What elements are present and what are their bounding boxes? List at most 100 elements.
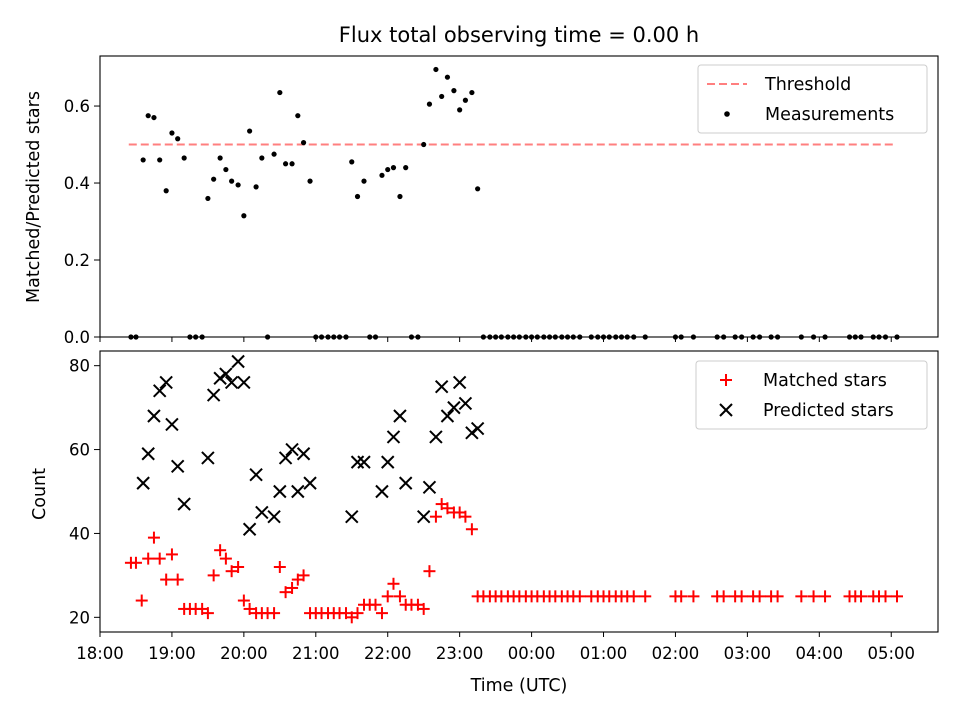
bottom-x-tick-label: 02:00 xyxy=(652,644,700,663)
predicted-star-point xyxy=(393,409,407,423)
matched-star-point xyxy=(417,602,430,615)
measurement-point xyxy=(385,166,391,173)
bottom-legend: Matched stars Predicted stars xyxy=(695,360,928,430)
predicted-star-point xyxy=(242,522,257,536)
measurement-point xyxy=(451,88,457,94)
bottom-x-tick-label: 03:00 xyxy=(724,644,772,663)
measurement-point xyxy=(361,178,367,184)
bottom-x-axis: 18:00 19:00 20:00 21:00 22:00 23:00 00:00 01:00… xyxy=(76,632,915,663)
measurement-point xyxy=(163,188,169,194)
measurement-point xyxy=(444,74,451,80)
predicted-star-point xyxy=(434,379,449,394)
measurement-point xyxy=(462,97,469,103)
measurement-point xyxy=(223,166,229,173)
predicted-star-point xyxy=(381,455,395,469)
predicted-star-point xyxy=(345,509,359,524)
predicted-star-point xyxy=(201,451,215,465)
predicted-star-point xyxy=(213,371,227,385)
predicted-star-point xyxy=(170,459,185,474)
matched-star-point xyxy=(381,590,394,603)
predicted-star-point xyxy=(458,396,473,411)
top-y-tick-label: 0.4 xyxy=(64,174,90,193)
matched-star-point xyxy=(160,573,173,586)
matched-star-point xyxy=(375,607,388,620)
top-legend: Threshold Measurements xyxy=(697,64,928,134)
measurement-point xyxy=(403,165,409,171)
panel-ratio: 0.0 0.2 0.4 0.6 Matched/Predicted stars Thr… xyxy=(24,55,939,347)
predicted-star-point xyxy=(147,409,161,423)
predicted-star-point xyxy=(470,421,485,436)
predicted-star-point xyxy=(231,354,245,369)
measurement-point xyxy=(140,157,146,163)
measurement-point xyxy=(433,66,439,73)
matched-star-point xyxy=(219,552,232,565)
measurement-point xyxy=(349,159,355,165)
top-legend-box xyxy=(697,64,928,134)
legend-matched-swatch xyxy=(720,374,732,386)
predicted-star-point xyxy=(429,430,443,444)
predicted-star-point xyxy=(440,409,455,423)
top-y-axis-label: Matched/Predicted stars xyxy=(24,91,44,303)
bottom-legend-box xyxy=(695,360,928,430)
measurement-point xyxy=(307,178,313,184)
predicted-star-point xyxy=(452,375,467,390)
predicted-star-point xyxy=(136,476,150,490)
matched-star-point xyxy=(890,590,903,603)
predicted-star-point xyxy=(278,451,293,465)
bottom-x-tick-label: 01:00 xyxy=(580,644,628,663)
matched-star-point xyxy=(243,602,256,615)
predicted-star-point xyxy=(375,484,389,499)
matched-star-point xyxy=(639,590,652,603)
measurement-point xyxy=(271,151,277,157)
measurement-point xyxy=(229,178,235,184)
matched-star-point xyxy=(753,590,766,603)
matched-star-point xyxy=(142,552,155,565)
measurement-point xyxy=(241,213,247,219)
predicted-star-point xyxy=(291,484,305,499)
predicted-star-point xyxy=(416,509,431,524)
bottom-x-tick-label: 20:00 xyxy=(220,644,268,663)
predicted-star-point xyxy=(273,484,287,499)
matched-star-point xyxy=(795,590,808,603)
bottom-x-tick-label: 22:00 xyxy=(364,644,412,663)
top-y-tick-label: 0.2 xyxy=(64,251,90,270)
top-y-axis: 0.0 0.2 0.4 0.6 xyxy=(64,97,100,347)
bottom-y-tick-label: 40 xyxy=(69,524,90,543)
matched-star-point xyxy=(879,590,892,603)
matched-star-point xyxy=(351,607,364,620)
predicted-star-point xyxy=(399,476,413,490)
matched-star-point xyxy=(819,590,832,603)
measurement-point xyxy=(175,136,181,142)
measurement-point xyxy=(475,186,481,192)
matched-star-point xyxy=(225,565,238,578)
top-y-tick-label: 0.0 xyxy=(64,328,90,347)
matched-star-point xyxy=(153,552,166,565)
matched-star-point xyxy=(232,560,245,573)
matched-star-point xyxy=(627,590,640,603)
bottom-x-tick-label: 04:00 xyxy=(796,644,844,663)
matched-star-point xyxy=(441,502,454,515)
measurement-point xyxy=(282,161,289,167)
matched-star-point xyxy=(207,569,220,582)
matched-star-point xyxy=(135,594,148,607)
matched-star-point xyxy=(369,598,382,611)
chart-title: Flux total observing time = 0.00 h xyxy=(339,23,699,47)
predicted-star-point xyxy=(141,447,155,461)
bottom-x-tick-label: 00:00 xyxy=(508,644,556,663)
measurement-point xyxy=(145,113,151,119)
matched-star-point xyxy=(393,590,406,603)
matched-star-point xyxy=(675,590,688,603)
top-plot-frame xyxy=(99,55,939,338)
bottom-x-tick-label: 18:00 xyxy=(76,644,124,663)
legend-measurements-swatch xyxy=(724,111,730,117)
measurement-point xyxy=(300,140,307,146)
matched-star-point xyxy=(771,590,784,603)
matched-star-point xyxy=(171,573,184,586)
measurement-point xyxy=(157,157,163,163)
matched-star-point xyxy=(129,556,142,569)
predicted-star-point xyxy=(447,400,461,415)
matched-star-point xyxy=(429,510,442,523)
predicted-star-point xyxy=(152,384,167,398)
legend-predicted-swatch xyxy=(719,403,733,417)
